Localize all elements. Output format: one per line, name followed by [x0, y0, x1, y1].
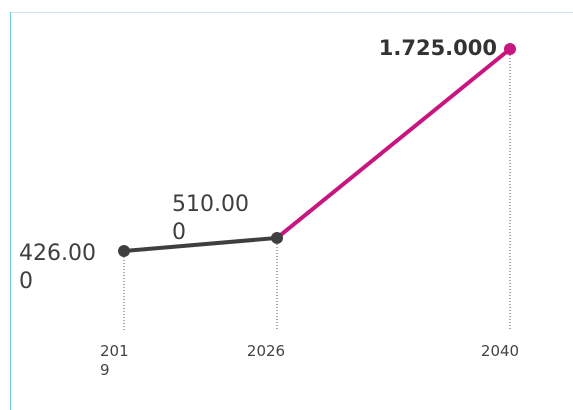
- left-border: [10, 12, 11, 410]
- series-segment-0: [122, 235, 279, 253]
- data-point-2026: [271, 231, 283, 244]
- tick-label-2040: 2040: [481, 342, 519, 360]
- tick-label-2019: 201 9: [100, 342, 129, 379]
- series-segment-1: [275, 47, 512, 240]
- value-label-2019: 426.00 0: [19, 241, 96, 294]
- data-point-2040: [504, 43, 516, 55]
- value-label-2040: 1.725.000: [379, 36, 497, 60]
- top-border: [10, 12, 573, 13]
- value-label-2026: 510.00 0: [172, 192, 249, 245]
- data-point-2019: [118, 245, 130, 257]
- tick-label-2026: 2026: [247, 342, 285, 360]
